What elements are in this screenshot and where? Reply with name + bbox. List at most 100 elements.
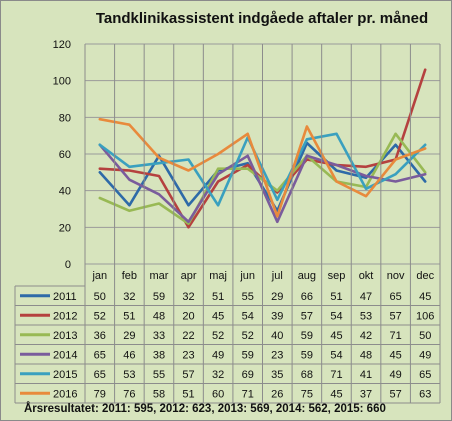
data-label: 45 (390, 350, 402, 362)
x-tick-label: apr (181, 270, 197, 282)
data-label: 32 (212, 369, 224, 381)
data-label: 33 (153, 330, 165, 342)
data-label: 75 (301, 389, 313, 401)
legend-label: 2015 (53, 369, 77, 381)
data-label: 51 (182, 389, 194, 401)
x-tick-label: jul (271, 270, 283, 282)
data-label: 69 (242, 369, 254, 381)
y-tick-label: 100 (53, 76, 71, 88)
legend-label: 2012 (53, 311, 77, 323)
data-label: 59 (301, 350, 313, 362)
data-label: 50 (419, 330, 431, 342)
x-tick-label: dec (416, 270, 434, 282)
data-label: 49 (390, 369, 402, 381)
data-label: 50 (94, 291, 106, 303)
data-label: 54 (330, 350, 342, 362)
data-label: 71 (330, 369, 342, 381)
data-label: 22 (182, 330, 194, 342)
data-label: 52 (212, 330, 224, 342)
data-label: 106 (416, 311, 434, 323)
x-tick-label: mar (149, 270, 168, 282)
data-table: jan feb mar apr maj jun jul aug sep okt nov dec 2011… (14, 44, 441, 404)
x-tick-label: okt (359, 270, 374, 282)
x-tick-label: nov (387, 270, 405, 282)
data-label: 23 (271, 350, 283, 362)
x-tick-label: feb (122, 270, 137, 282)
y-tick-label: 0 (65, 259, 71, 271)
data-label: 20 (182, 311, 194, 323)
data-label: 65 (94, 350, 106, 362)
data-label: 38 (153, 350, 165, 362)
data-label: 55 (242, 291, 254, 303)
data-label: 29 (123, 330, 135, 342)
data-label: 68 (301, 369, 313, 381)
data-label: 76 (123, 389, 135, 401)
x-tick-label: jun (239, 270, 255, 282)
data-label: 45 (212, 311, 224, 323)
data-label: 59 (153, 291, 165, 303)
data-label: 29 (271, 291, 283, 303)
data-label: 35 (271, 369, 283, 381)
data-label: 48 (153, 311, 165, 323)
data-label: 47 (360, 291, 372, 303)
y-tick-label: 80 (59, 112, 71, 124)
data-label: 55 (153, 369, 165, 381)
y-axis: 0 20 40 60 80 100 120 (53, 39, 71, 271)
annual-results: Årsresultatet: 2011: 595, 2012: 623, 201… (24, 403, 386, 415)
data-label: 37 (360, 389, 372, 401)
x-tick-label: aug (298, 270, 316, 282)
data-label: 40 (271, 330, 283, 342)
data-label: 53 (360, 311, 372, 323)
data-label: 32 (123, 291, 135, 303)
data-label: 32 (182, 291, 194, 303)
x-tick-label: maj (209, 270, 227, 282)
data-label: 45 (330, 330, 342, 342)
data-label: 49 (419, 350, 431, 362)
y-tick-label: 20 (59, 222, 71, 234)
data-label: 45 (330, 389, 342, 401)
data-label: 53 (123, 369, 135, 381)
y-tick-label: 120 (53, 39, 71, 51)
data-label: 65 (390, 291, 402, 303)
chart-title: Tandklinikassistent indgåede aftaler pr.… (96, 10, 428, 27)
data-label: 57 (390, 389, 402, 401)
data-label: 58 (153, 389, 165, 401)
data-label: 52 (94, 311, 106, 323)
data-label: 51 (123, 311, 135, 323)
data-label: 79 (94, 389, 106, 401)
y-tick-label: 60 (59, 149, 71, 161)
data-label: 59 (301, 330, 313, 342)
data-label: 49 (212, 350, 224, 362)
data-label: 57 (182, 369, 194, 381)
y-tick-label: 40 (59, 186, 71, 198)
data-label: 65 (94, 369, 106, 381)
data-label: 23 (182, 350, 194, 362)
data-label: 59 (242, 350, 254, 362)
data-label: 46 (123, 350, 135, 362)
data-label: 65 (419, 369, 431, 381)
data-label: 66 (301, 291, 313, 303)
data-label: 60 (212, 389, 224, 401)
x-tick-label: jan (91, 270, 107, 282)
data-label: 42 (360, 330, 372, 342)
legend-label: 2011 (53, 291, 77, 303)
data-label: 52 (242, 330, 254, 342)
data-label: 48 (360, 350, 372, 362)
data-label: 54 (330, 311, 342, 323)
legend-label: 2014 (53, 350, 77, 362)
data-label: 26 (271, 389, 283, 401)
data-label: 54 (242, 311, 254, 323)
data-label: 51 (330, 291, 342, 303)
data-label: 57 (390, 311, 402, 323)
data-label: 36 (94, 330, 106, 342)
legend-label: 2016 (53, 389, 77, 401)
data-label: 39 (271, 311, 283, 323)
data-label: 41 (360, 369, 372, 381)
data-label: 57 (301, 311, 313, 323)
data-label: 51 (212, 291, 224, 303)
data-label: 45 (419, 291, 431, 303)
data-label: 63 (419, 389, 431, 401)
legend-label: 2013 (53, 330, 77, 342)
